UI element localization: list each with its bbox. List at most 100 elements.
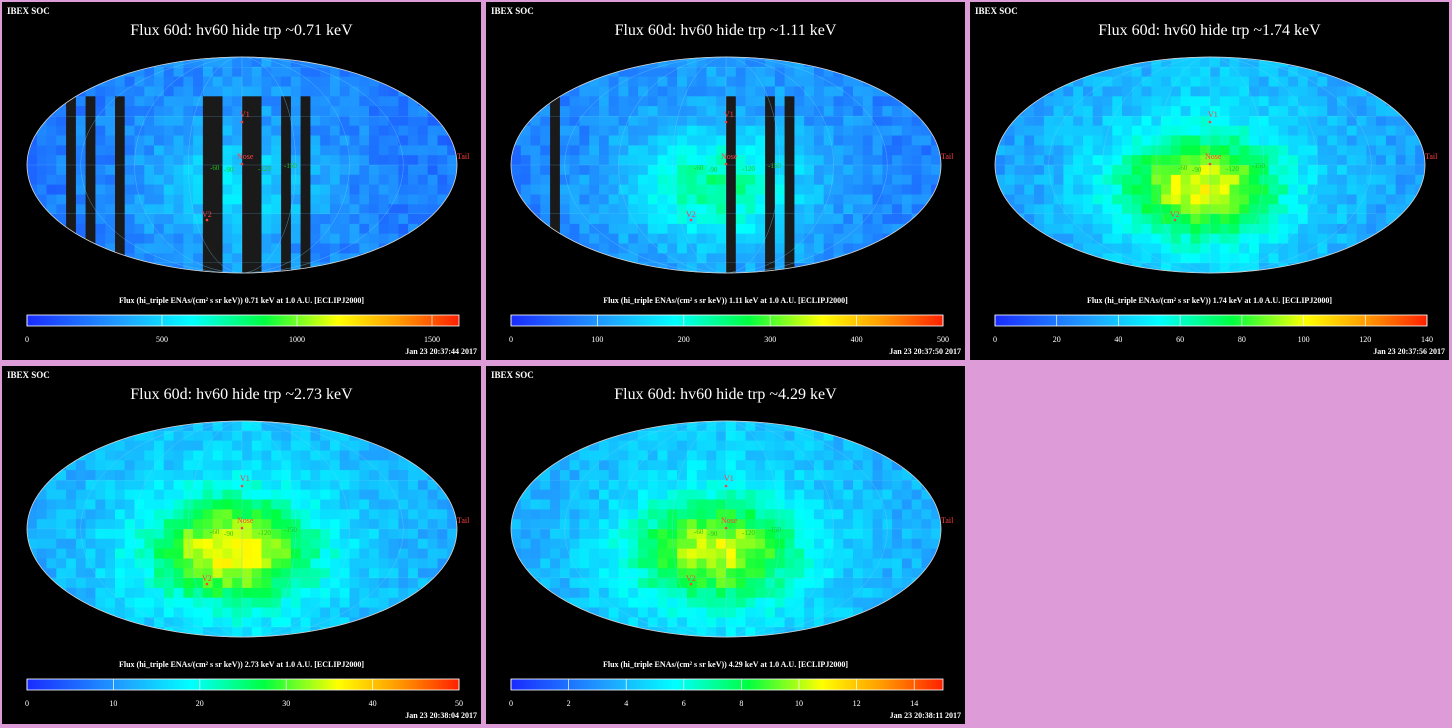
v1-label: V1 [240,474,250,483]
colorbar-tick-label: 10 [795,699,803,708]
v2-label: V2 [202,574,212,583]
v2-label: V2 [686,574,696,583]
timestamp: Jan 23 20:37:50 2017 [889,347,961,356]
skymap-panel-2: IBEX SOC Flux 60d: hv60 hide trp ~1.11 k… [486,2,965,360]
colorbar-tick-label: 0 [993,335,997,344]
colorbar-tick-label: 400 [850,335,863,344]
colorbar-tick-label: 0 [25,335,29,344]
colorbar-tick-label: 1500 [424,335,440,344]
tail-label: Tail [1425,152,1438,161]
colorbar-tick-label: 500 [937,335,949,344]
grid-label: -60 [210,528,220,536]
grid-label: -90 [1192,166,1202,174]
grid-label: -60 [694,164,704,172]
grid-label: -150 [768,526,781,534]
colorbar-tick-label: 8 [739,699,744,708]
nose-label: Nose [237,516,254,525]
colorbar-tick-label: 80 [1237,335,1246,344]
colorbar-tick-label: 300 [764,335,777,344]
timestamp: Jan 23 20:37:56 2017 [1373,347,1445,356]
colorbar-tick-label: 0 [25,699,29,708]
timestamp: Jan 23 20:37:44 2017 [405,347,477,356]
colorbar-tick-label: 6 [681,699,686,708]
colorbar-tick-label: 40 [1114,335,1123,344]
v1-label: V1 [724,110,734,119]
grid-label: -150 [768,162,781,170]
nose-label: Nose [721,516,738,525]
colorbar-tick-label: 1000 [289,335,305,344]
colorbar-tick-label: 30 [282,699,291,708]
colorbar-tick-label: 50 [455,699,463,708]
colorbar-tick-label: 20 [1052,335,1061,344]
colorbar-tick-label: 14 [910,699,919,708]
panel-title: Flux 60d: hv60 hide trp ~1.74 keV [1098,22,1321,39]
grid-label: -60 [694,528,704,536]
v1-label: V1 [724,474,734,483]
v2-label: V2 [686,210,696,219]
grid-label: -120 [258,529,271,537]
colorbar-caption: Flux (hi_triple ENAs/(cm² s sr keV)) 0.7… [119,296,364,305]
v1-label: V1 [240,110,250,119]
grid-label: -90 [224,530,234,538]
panel-header: IBEX SOC [7,6,50,16]
grid-label: -150 [284,526,297,534]
panel-header: IBEX SOC [491,370,534,380]
panel-title: Flux 60d: hv60 hide trp ~2.73 keV [130,386,353,403]
skymap-5 [510,420,944,691]
grid-label: -120 [258,165,271,173]
v2-label: V2 [202,210,212,219]
colorbar-tick-label: 140 [1421,335,1433,344]
colorbar-tick-label: 2 [566,699,571,708]
grid-label: -150 [284,162,297,170]
skymap-panel-5: IBEX SOC Flux 60d: hv60 hide trp ~4.29 k… [486,366,965,724]
skymap-2 [510,56,944,327]
timestamp: Jan 23 20:38:11 2017 [889,711,961,720]
colorbar-tick-label: 40 [368,699,377,708]
panel-title: Flux 60d: hv60 hide trp ~1.11 keV [614,22,837,39]
colorbar-tick-label: 500 [156,335,168,344]
skymap-1 [26,56,460,327]
tail-label: Tail [457,152,470,161]
skymap-panel-3: IBEX SOC Flux 60d: hv60 hide trp ~1.74 k… [970,2,1449,360]
v2-label: V2 [1170,210,1180,219]
colorbar-tick-label: 10 [109,699,118,708]
skymap-3 [994,56,1428,327]
colorbar-tick-label: 200 [677,335,690,344]
grid-label: -120 [742,165,755,173]
grid-label: -120 [1226,165,1239,173]
colorbar-caption: Flux (hi_triple ENAs/(cm² s sr keV)) 2.7… [119,660,364,669]
grid-label: -90 [708,530,718,538]
colorbar-tick-label: 0 [509,335,513,344]
tail-label: Tail [941,516,954,525]
colorbar-tick-label: 4 [624,699,629,708]
grid-label: -60 [1178,164,1188,172]
panel-header: IBEX SOC [7,370,50,380]
colorbar-caption: Flux (hi_triple ENAs/(cm² s sr keV)) 1.7… [1087,296,1332,305]
tail-label: Tail [457,516,470,525]
colorbar-caption: Flux (hi_triple ENAs/(cm² s sr keV)) 1.1… [603,296,848,305]
grid-label: -60 [210,164,220,172]
panel-title: Flux 60d: hv60 hide trp ~4.29 keV [614,386,837,403]
grid-label: -120 [742,529,755,537]
v1-label: V1 [1208,110,1218,119]
colorbar-caption: Flux (hi_triple ENAs/(cm² s sr keV)) 4.2… [603,660,848,669]
colorbar-tick-label: 100 [1297,335,1310,344]
panel-title: Flux 60d: hv60 hide trp ~0.71 keV [130,22,353,39]
panel-header: IBEX SOC [975,6,1018,16]
colorbar-tick-label: 20 [195,699,204,708]
panel-header: IBEX SOC [491,6,534,16]
tail-label: Tail [941,152,954,161]
nose-label: Nose [721,152,738,161]
grid-label: -90 [224,166,234,174]
skymap-panel-1: IBEX SOC Flux 60d: hv60 hide trp ~0.71 k… [2,2,481,360]
grid-label: -90 [708,166,718,174]
colorbar-tick-label: 60 [1176,335,1185,344]
colorbar-tick-label: 12 [852,699,861,708]
colorbar-tick-label: 0 [509,699,513,708]
grid-label: -150 [1252,162,1265,170]
colorbar-tick-label: 120 [1359,335,1372,344]
nose-label: Nose [1205,152,1222,161]
skymap-panel-4: IBEX SOC Flux 60d: hv60 hide trp ~2.73 k… [2,366,481,724]
skymap-4 [26,420,460,691]
colorbar-tick-label: 100 [591,335,604,344]
